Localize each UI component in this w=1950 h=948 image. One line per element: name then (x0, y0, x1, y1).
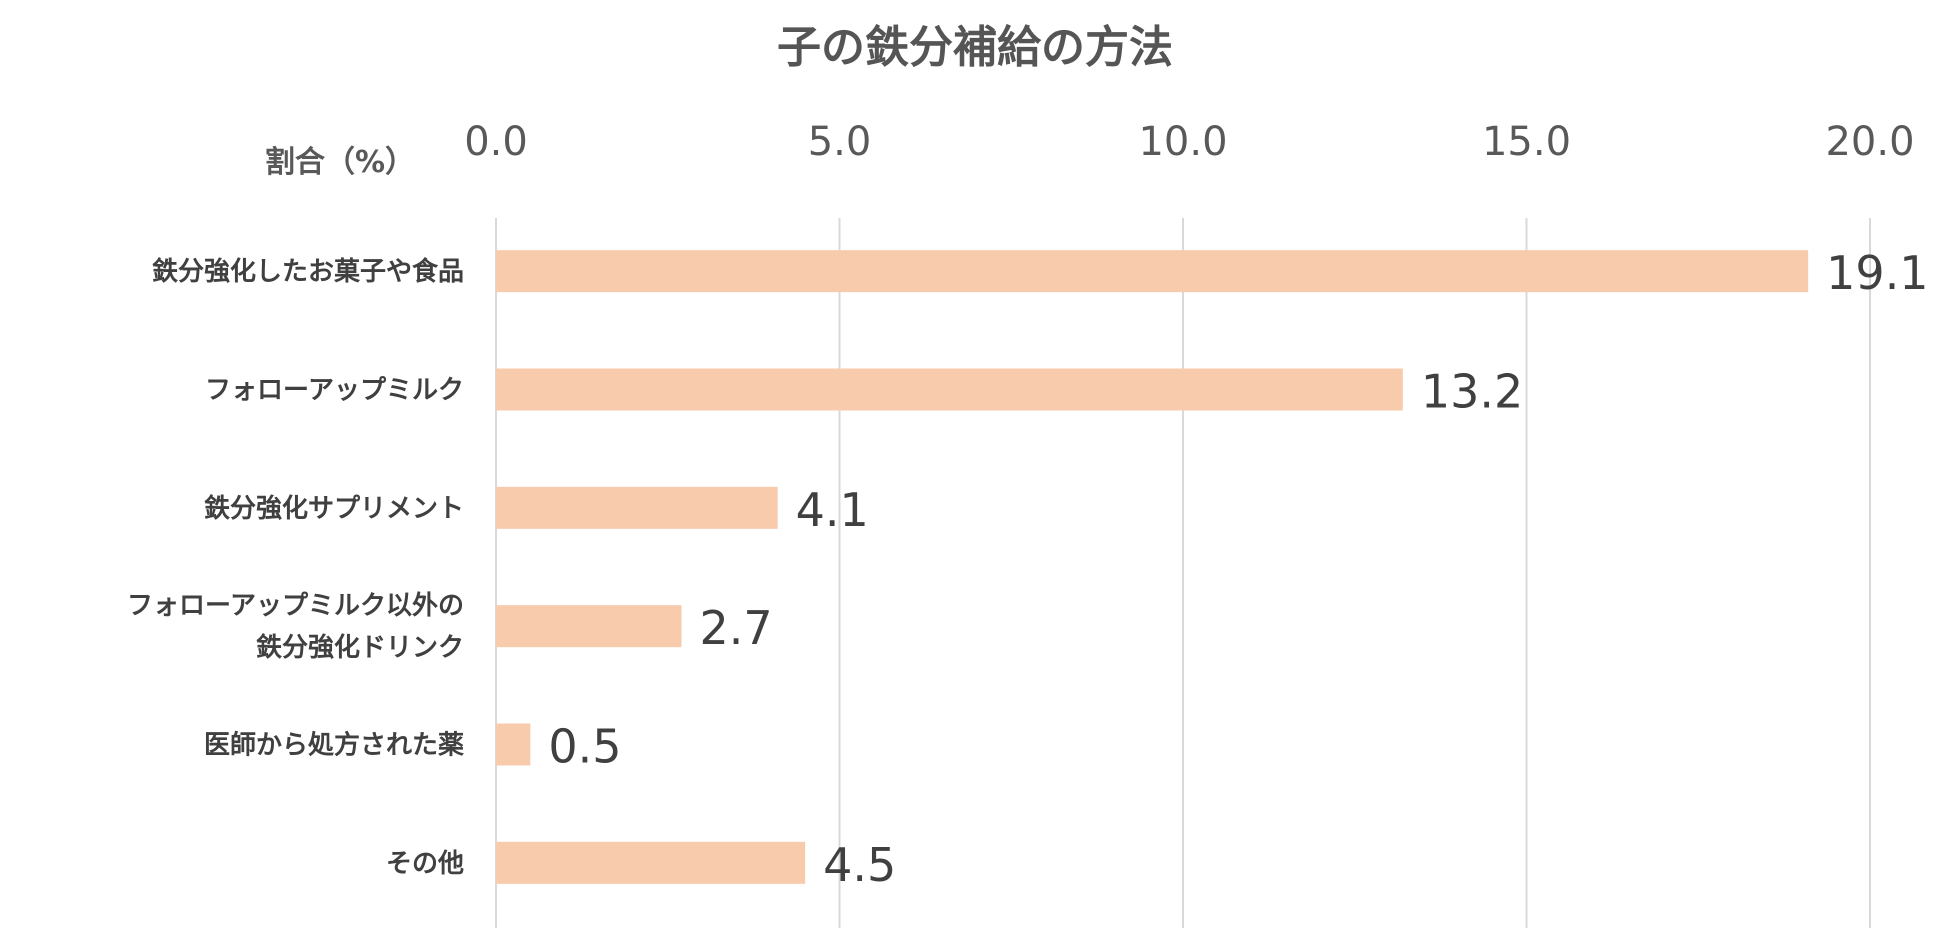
data-label: 13.2 (1421, 365, 1523, 419)
data-label: 2.7 (699, 601, 772, 655)
bar (496, 841, 806, 884)
category-label: フォローアップミルク以外の (127, 591, 464, 621)
bar (496, 368, 1403, 411)
category-label: フォローアップミルク (205, 376, 464, 406)
x-axis-ticks: 0.0 5.0 10.0 15.0 20.0 (464, 119, 1914, 165)
data-label: 4.5 (823, 838, 896, 892)
x-tick-label: 15.0 (1482, 119, 1571, 165)
x-tick-label: 0.0 (464, 119, 528, 165)
category-label: その他 (386, 849, 464, 879)
data-label: 19.1 (1826, 246, 1928, 300)
chart-title: 子の鉄分補給の方法 (777, 22, 1173, 73)
bar (496, 605, 682, 648)
bar (496, 723, 531, 766)
gridlines (495, 218, 1871, 928)
category-label: 鉄分強化したお菓子や食品 (152, 256, 464, 287)
bars (496, 250, 1809, 884)
x-tick-label: 20.0 (1825, 119, 1914, 165)
bar (496, 250, 1809, 293)
x-tick-label: 10.0 (1138, 119, 1227, 165)
category-label: 鉄分強化ドリンク (256, 632, 464, 663)
bar (496, 486, 778, 529)
x-tick-label: 5.0 (808, 119, 872, 165)
data-label: 4.1 (796, 483, 869, 537)
category-label: 医師から処方された薬 (204, 730, 464, 761)
data-label: 0.5 (548, 720, 621, 774)
x-axis-title: 割合（%） (265, 145, 415, 180)
category-labels: 鉄分強化したお菓子や食品フォローアップミルク鉄分強化サプリメントフォローアップミ… (127, 256, 464, 879)
category-label: 鉄分強化サプリメント (204, 493, 464, 524)
value-labels: 19.1 13.2 4.1 2.7 0.5 4.5 (548, 246, 1928, 892)
